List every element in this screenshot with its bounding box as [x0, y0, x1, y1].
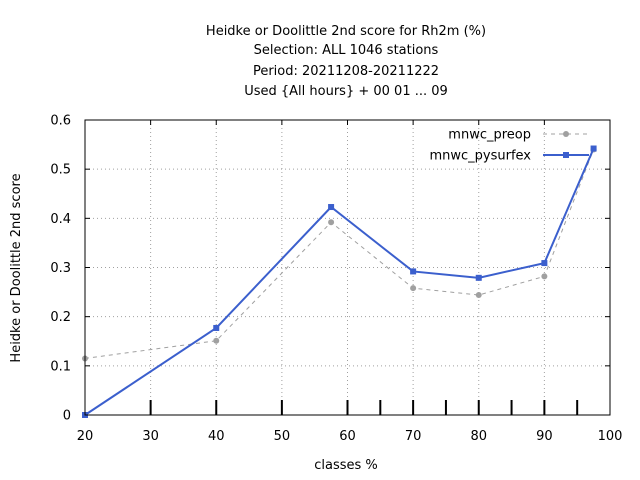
x-tick-label: 60: [339, 429, 356, 444]
y-tick-label: 0.5: [50, 163, 71, 178]
data-point-mnwc_pysurfex: [328, 204, 335, 211]
data-point-mnwc_preop: [410, 285, 417, 292]
title-line-4: Used {All hours} + 00 01 ... 09: [244, 84, 448, 99]
title-line-2: Selection: ALL 1046 stations: [254, 43, 439, 58]
legend: mnwc_preop mnwc_pysurfex: [429, 128, 589, 164]
legend-swatch-marker: [563, 152, 569, 158]
title-line-3: Period: 20211208-20211222: [253, 64, 439, 79]
data-point-mnwc_pysurfex: [475, 274, 482, 281]
x-tick-label: 70: [405, 429, 422, 444]
y-axis-ticks: 0 0.1 0.2 0.3 0.4 0.5 0.6: [50, 114, 610, 424]
x-tick-label: 20: [77, 429, 94, 444]
data-point-mnwc_pysurfex: [590, 145, 597, 152]
data-point-mnwc_pysurfex: [213, 324, 220, 331]
y-tick-label: 0.2: [50, 310, 71, 325]
y-tick-label: 0.1: [50, 359, 71, 374]
data-point-mnwc_preop: [541, 273, 548, 280]
data-point-mnwc_preop: [475, 292, 482, 299]
data-point-mnwc_preop: [213, 337, 220, 344]
x-axis-label: classes %: [314, 458, 378, 473]
grid: [85, 120, 610, 415]
x-tick-label: 40: [208, 429, 225, 444]
x-tick-label: 90: [536, 429, 553, 444]
series-line-mnwc_pysurfex: [84, 148, 595, 416]
y-tick-label: 0.6: [50, 114, 71, 129]
title-line-1: Heidke or Doolittle 2nd score for Rh2m (…: [206, 24, 486, 39]
legend-label: mnwc_pysurfex: [429, 149, 531, 164]
x-tick-label: 100: [598, 429, 623, 444]
data-point-mnwc_pysurfex: [410, 268, 417, 275]
legend-swatch-marker: [563, 131, 569, 137]
y-tick-label: 0: [63, 409, 71, 424]
series-lines: [82, 145, 597, 418]
data-point-mnwc_preop: [328, 219, 335, 226]
y-tick-label: 0.4: [50, 212, 71, 227]
x-tick-label: 50: [274, 429, 291, 444]
legend-label: mnwc_preop: [448, 128, 531, 143]
y-tick-label: 0.3: [50, 261, 71, 276]
series-line-mnwc_preop: [84, 149, 595, 359]
chart-title: Heidke or Doolittle 2nd score for Rh2m (…: [206, 24, 486, 99]
x-tick-label: 30: [142, 429, 159, 444]
y-axis-label: Heidke or Doolittle 2nd score: [9, 173, 24, 362]
data-point-mnwc_pysurfex: [541, 260, 548, 267]
x-tick-label: 80: [470, 429, 487, 444]
x-axis-ticks: 20 30 40 50 60 70 80 90 100: [77, 120, 623, 444]
class-marks: [149, 400, 579, 415]
